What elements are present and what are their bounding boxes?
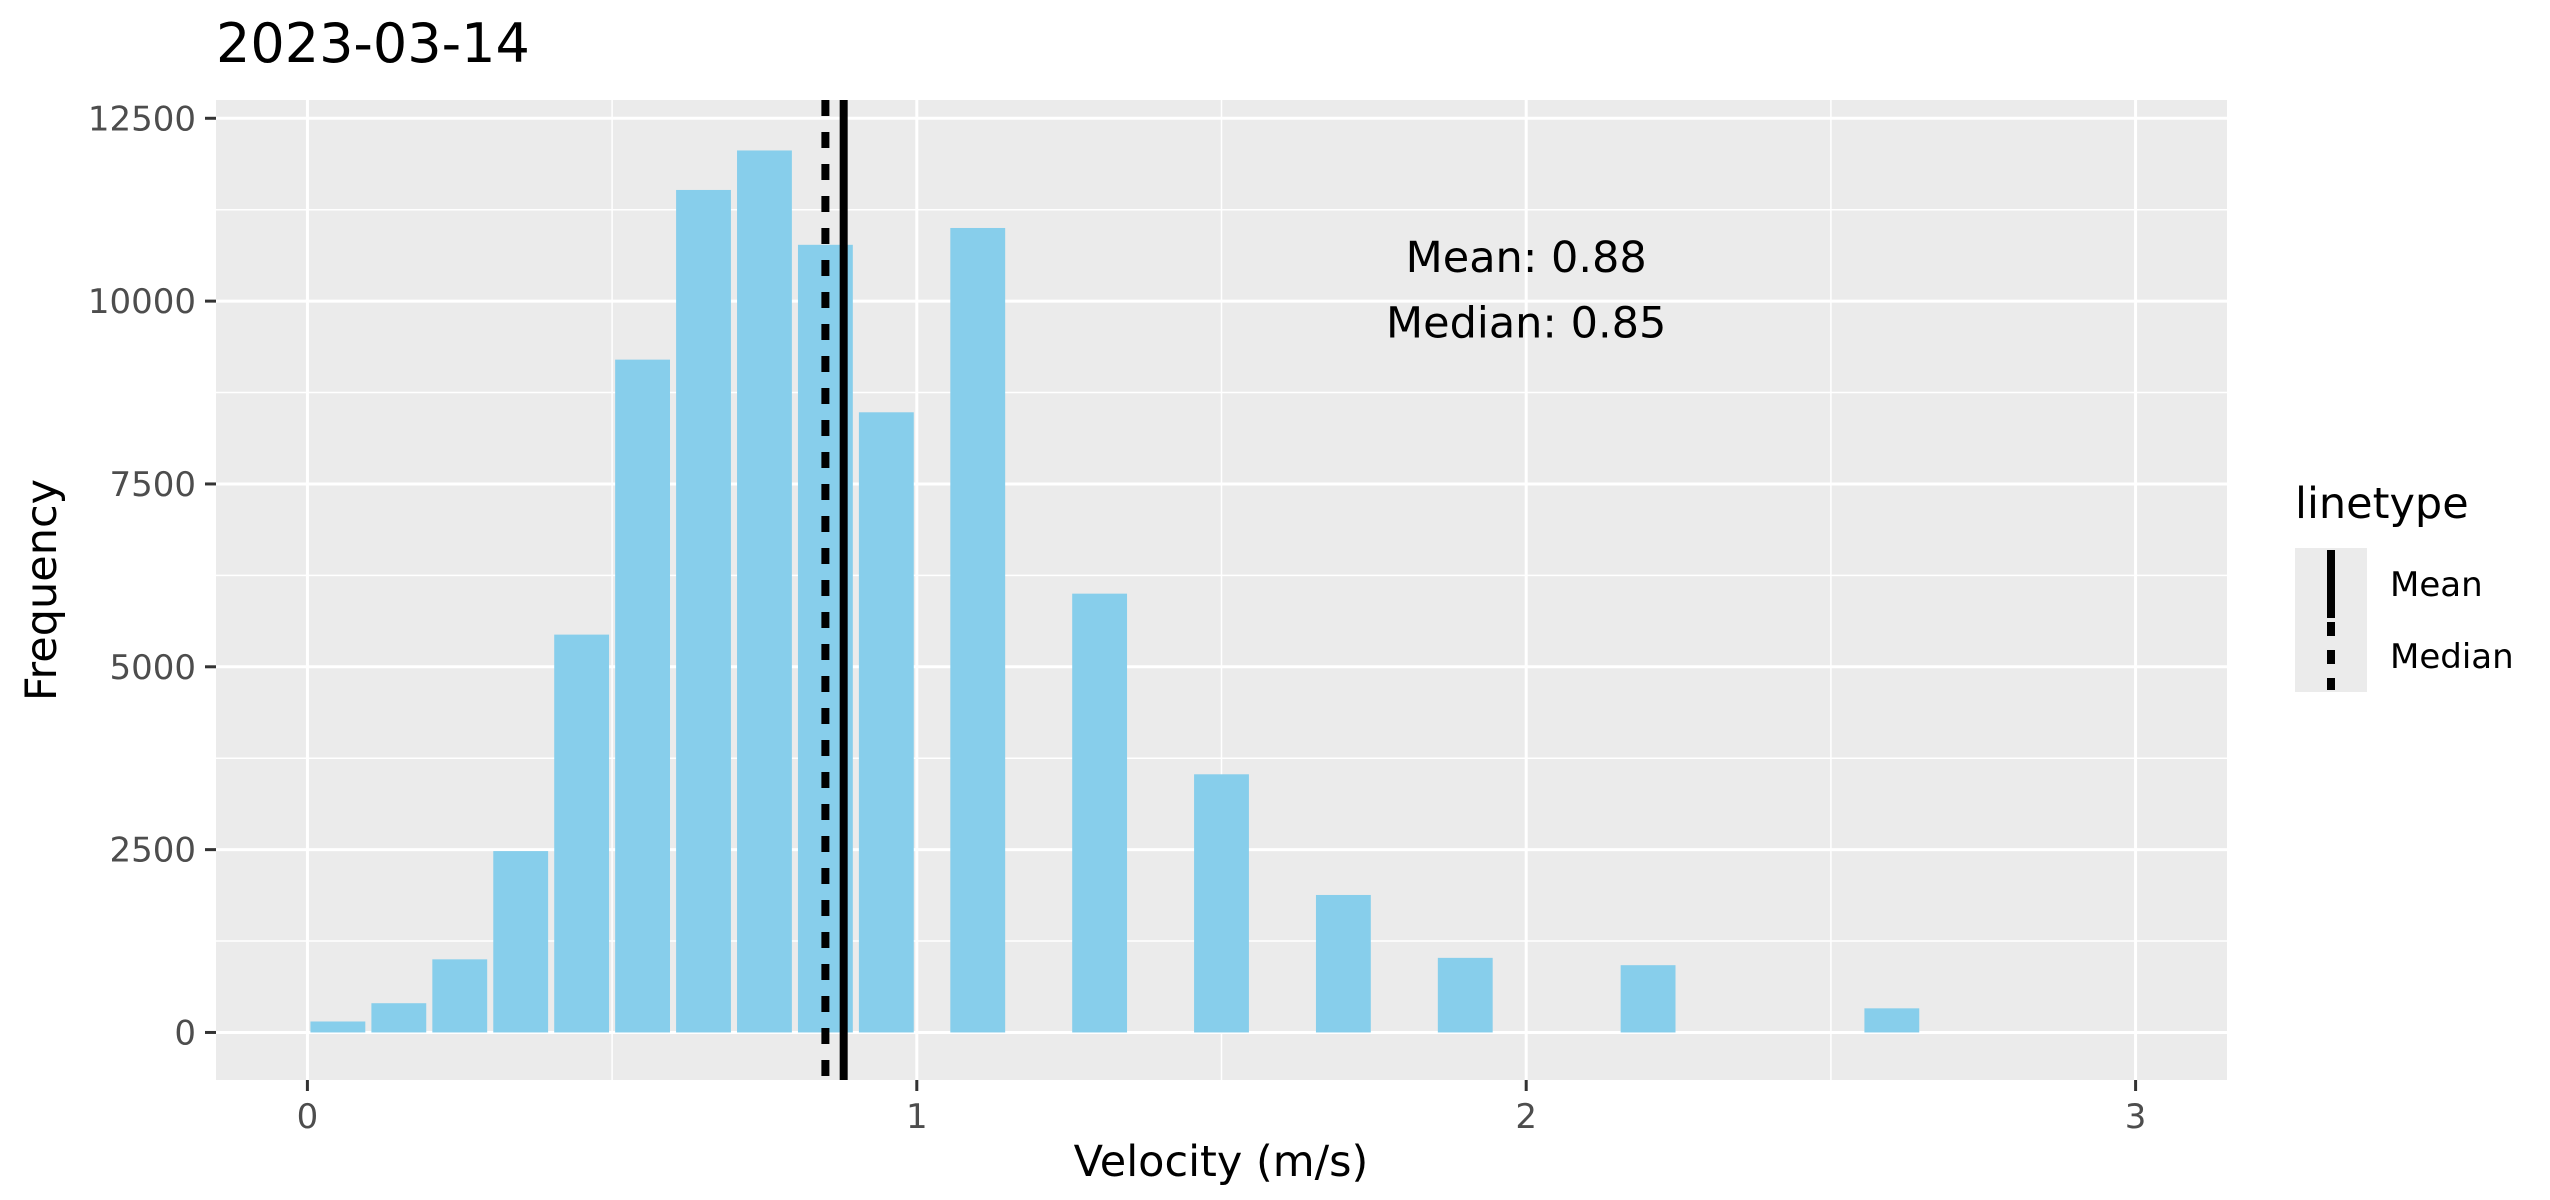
x-axis: 0 1 2 3	[297, 1080, 2147, 1137]
x-tick-label: 1	[906, 1097, 928, 1137]
y-axis: 0 2500 5000 7500 10000 12500	[88, 99, 216, 1053]
x-tick-label: 0	[297, 1097, 319, 1137]
histogram-bar	[1437, 957, 1493, 1033]
y-tick-label: 7500	[109, 465, 196, 505]
legend-label-mean: Mean	[2390, 565, 2483, 605]
histogram-bar	[950, 227, 1006, 1033]
x-axis-title: Velocity (m/s)	[1074, 1137, 1369, 1187]
histogram-bar	[554, 634, 610, 1033]
y-tick-label: 2500	[109, 831, 196, 871]
histogram-bar	[1620, 965, 1676, 1033]
y-tick-label: 5000	[109, 648, 196, 688]
median-annotation: Median: 0.85	[1386, 299, 1666, 349]
x-tick-label: 3	[2125, 1097, 2147, 1137]
histogram-bar	[310, 1021, 366, 1033]
x-tick-label: 2	[1515, 1097, 1537, 1137]
y-axis-title: Frequency	[17, 479, 67, 701]
mean-annotation: Mean: 0.88	[1406, 233, 1647, 283]
chart-title: 2023-03-14	[216, 12, 530, 75]
histogram-bar	[615, 359, 670, 1033]
legend-label-median: Median	[2390, 637, 2514, 677]
y-tick-label: 10000	[88, 282, 196, 322]
histogram-bar	[493, 851, 549, 1033]
stat-annotations: Mean: 0.88 Median: 0.85	[1386, 233, 1666, 349]
legend-title: linetype	[2295, 479, 2469, 529]
histogram-bar	[1072, 593, 1128, 1033]
reference-lines	[821, 100, 848, 1080]
histogram-bar	[1194, 774, 1249, 1033]
histogram-bar	[1864, 1008, 1920, 1033]
histogram-bar	[1315, 894, 1371, 1033]
histogram-bar	[737, 150, 792, 1033]
y-tick-label: 0	[174, 1013, 196, 1053]
histogram-bar	[676, 189, 731, 1033]
histogram-bar	[371, 1003, 427, 1033]
histogram-bar	[858, 412, 914, 1033]
legend: linetype Mean Median	[2295, 479, 2514, 692]
y-tick-label: 12500	[88, 99, 196, 139]
histogram-bar	[432, 959, 488, 1033]
